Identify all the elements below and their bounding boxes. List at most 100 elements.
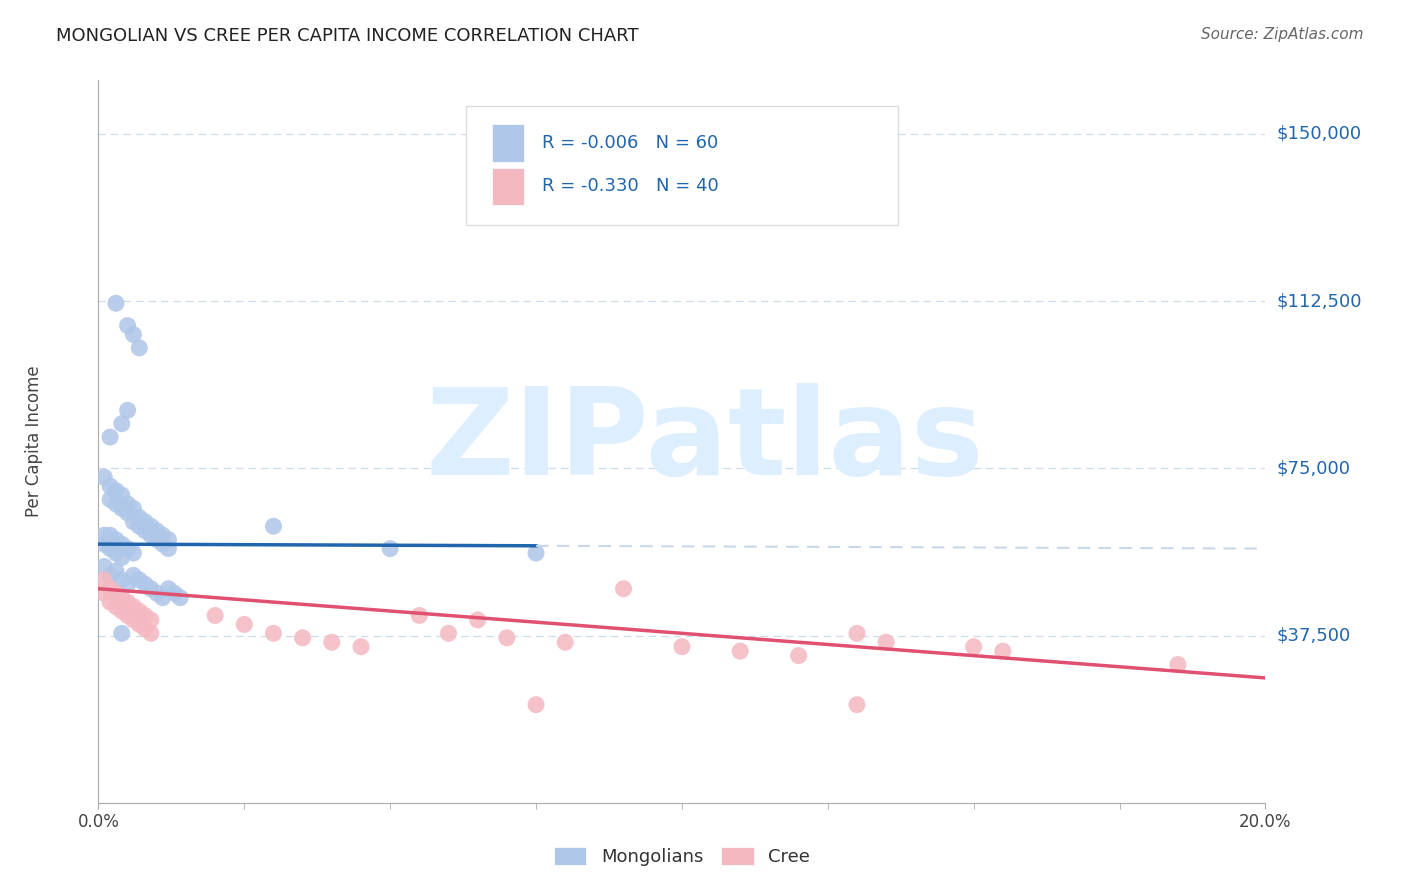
Point (787, 648, 810, 663)
Point (98, 582, 121, 596)
Point (612, 582, 634, 596)
Point (98, 541, 121, 556)
Point (437, 626, 460, 640)
Point (846, 698, 869, 712)
Point (122, 501, 145, 516)
Point (98, 528, 121, 542)
FancyBboxPatch shape (465, 105, 898, 225)
Point (122, 599, 145, 614)
Point (122, 546, 145, 560)
Text: R = -0.330   N = 40: R = -0.330 N = 40 (541, 178, 718, 195)
Point (117, 595, 139, 609)
Text: Source: ZipAtlas.com: Source: ZipAtlas.com (1201, 27, 1364, 42)
Point (380, 541, 402, 556)
Point (134, 608, 156, 623)
Point (122, 568, 145, 582)
Point (98, 595, 121, 609)
Text: $75,000: $75,000 (1277, 459, 1351, 477)
Text: Per Capita Income: Per Capita Income (25, 366, 44, 517)
Text: MONGOLIAN VS CREE PER CAPITA INCOME CORRELATION CHART: MONGOLIAN VS CREE PER CAPITA INCOME CORR… (56, 27, 638, 45)
Point (93, 573, 115, 587)
Point (117, 541, 139, 556)
Point (111, 604, 134, 618)
Point (139, 613, 162, 627)
Point (117, 403, 139, 417)
Point (321, 635, 343, 649)
Point (117, 506, 139, 520)
Point (93, 470, 115, 484)
Point (146, 533, 169, 547)
Point (117, 497, 139, 511)
Point (139, 528, 162, 542)
Point (104, 483, 127, 498)
Point (122, 515, 145, 529)
Point (262, 626, 284, 640)
Point (93, 586, 115, 600)
Point (93, 559, 115, 574)
Point (128, 604, 150, 618)
Point (157, 533, 180, 547)
Point (408, 608, 430, 623)
Point (111, 573, 134, 587)
Point (134, 524, 156, 538)
Point (962, 640, 984, 654)
Point (152, 528, 174, 542)
Point (128, 510, 150, 524)
Point (554, 635, 576, 649)
Point (104, 564, 127, 578)
Point (524, 546, 547, 560)
Point (139, 582, 162, 596)
Point (1167, 657, 1189, 672)
Point (104, 586, 127, 600)
Point (350, 640, 373, 654)
Point (875, 635, 897, 649)
Text: $112,500: $112,500 (1277, 292, 1362, 310)
Bar (492, 124, 524, 162)
Point (157, 582, 180, 596)
Point (139, 626, 162, 640)
Point (111, 417, 134, 431)
Point (134, 622, 156, 636)
Text: ZIPatlas: ZIPatlas (426, 383, 984, 500)
Point (117, 577, 139, 591)
Point (111, 626, 134, 640)
Point (730, 644, 752, 658)
Point (93, 528, 115, 542)
Point (152, 591, 174, 605)
Point (169, 591, 191, 605)
Point (157, 541, 180, 556)
Point (117, 318, 139, 333)
Point (104, 546, 127, 560)
Point (204, 608, 226, 623)
Point (496, 631, 519, 645)
Point (111, 537, 134, 551)
Point (128, 617, 150, 632)
Point (98, 479, 121, 493)
Point (991, 644, 1014, 658)
Point (122, 327, 145, 342)
Point (104, 533, 127, 547)
Point (104, 296, 127, 310)
Point (524, 698, 547, 712)
Point (134, 577, 156, 591)
Point (111, 488, 134, 502)
Point (846, 626, 869, 640)
Point (93, 537, 115, 551)
Bar (492, 168, 524, 205)
Point (117, 608, 139, 623)
Point (122, 613, 145, 627)
Text: $37,500: $37,500 (1277, 626, 1351, 645)
Point (146, 586, 169, 600)
Legend: Mongolians, Cree: Mongolians, Cree (547, 839, 817, 873)
Point (104, 599, 127, 614)
Point (98, 568, 121, 582)
Point (111, 501, 134, 516)
Point (111, 550, 134, 565)
Point (98, 492, 121, 507)
Point (134, 515, 156, 529)
Point (128, 573, 150, 587)
Point (128, 341, 150, 355)
Point (139, 519, 162, 533)
Point (128, 519, 150, 533)
Point (152, 537, 174, 551)
